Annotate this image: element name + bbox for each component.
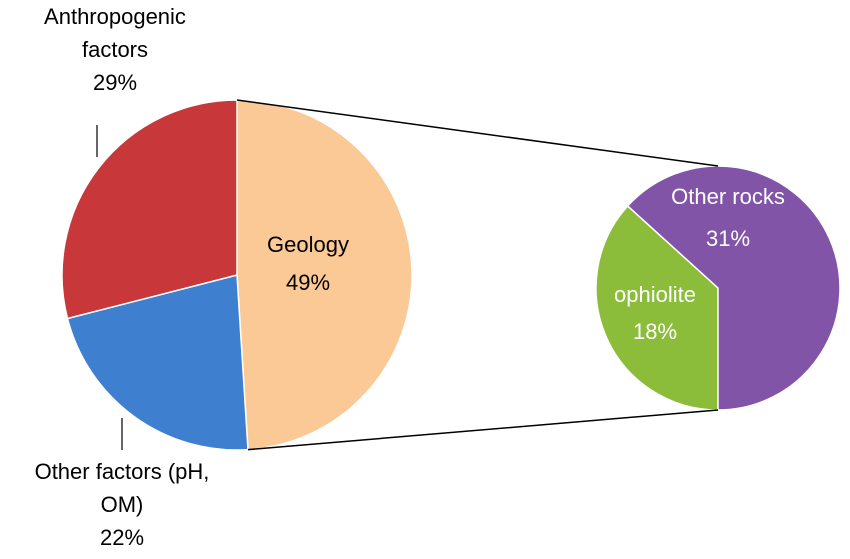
label-text: 22% <box>99 525 145 550</box>
secondary-value-label: 18% <box>633 319 677 344</box>
secondary-slice <box>595 204 719 411</box>
secondary-label: ophiolite <box>614 282 696 307</box>
label-block: Anthropogenic factors 29% <box>35 0 195 99</box>
label-text: Other factors (pH, OM) <box>34 459 210 517</box>
connector-line <box>247 409 719 451</box>
outside-label: Other factors (pH, OM) 22% <box>22 455 222 554</box>
outside-label: Anthropogenic factors 29% <box>35 0 195 99</box>
label-text: 29% <box>92 70 138 95</box>
secondary-value-label: 31% <box>706 226 750 251</box>
secondary-slice <box>626 165 841 411</box>
label-block: Other factors (pH, OM) 22% <box>22 455 222 554</box>
slice-value-label: 49% <box>286 270 330 295</box>
secondary-label: Other rocks <box>671 184 785 209</box>
pie-slice <box>236 99 413 451</box>
connector-line <box>236 99 719 167</box>
pie-slice <box>61 99 238 320</box>
slice-label: Geology <box>267 232 349 257</box>
label-text: Anthropogenic factors <box>44 4 186 62</box>
pie-slice <box>66 274 249 451</box>
